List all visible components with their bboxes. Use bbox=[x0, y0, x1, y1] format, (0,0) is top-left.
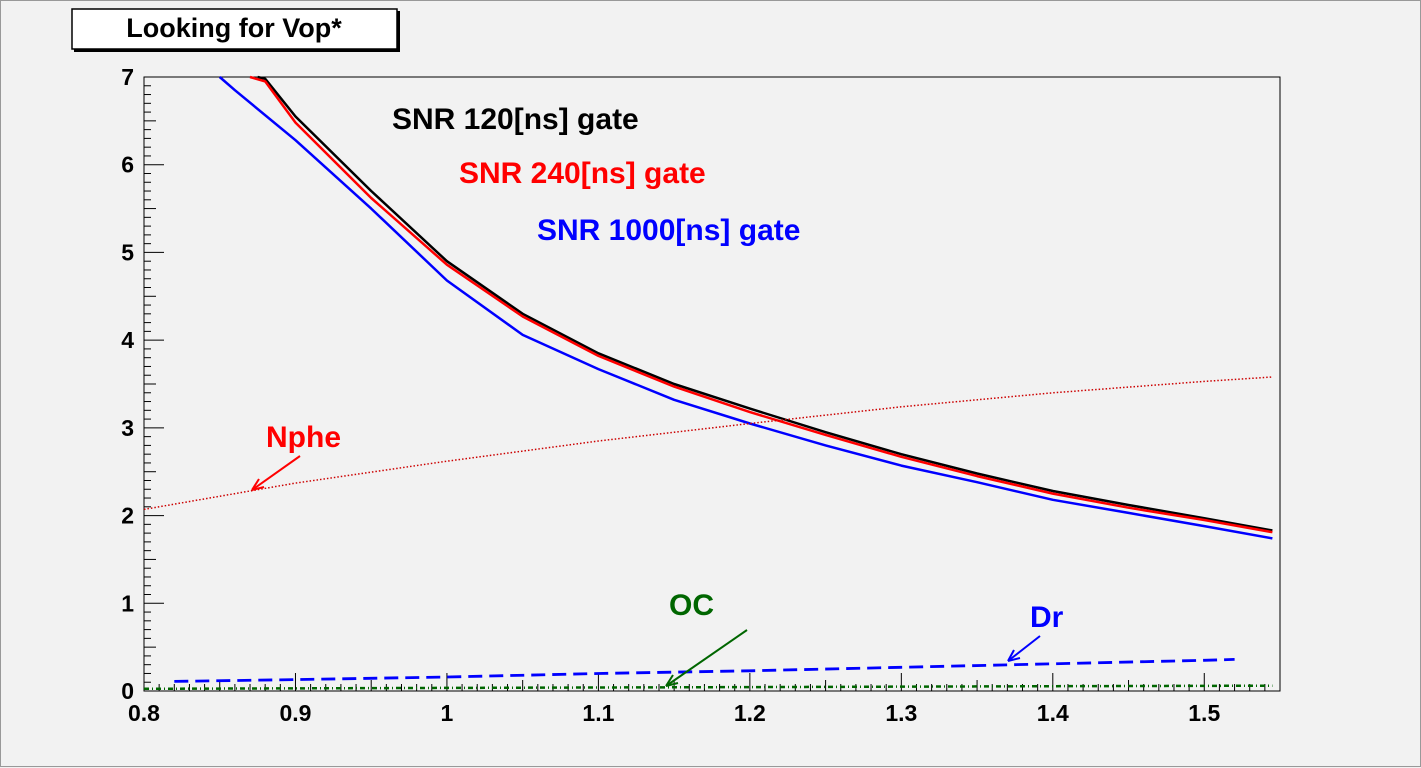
arrowhead-dr bbox=[1007, 649, 1021, 662]
series-snr-1000-ns-gate bbox=[218, 76, 1273, 540]
label-snr-1000: SNR 1000[ns] gate bbox=[537, 214, 800, 247]
y-tick-label: 0 bbox=[121, 678, 134, 704]
label-oc: OC bbox=[669, 589, 714, 622]
title-box: Looking for Vop* bbox=[71, 8, 400, 52]
label-nphe: Nphe bbox=[266, 421, 341, 454]
arrowhead-nphe bbox=[251, 478, 265, 491]
chart-title: Looking for Vop* bbox=[126, 13, 342, 43]
x-tick-label: 1.5 bbox=[1188, 700, 1220, 726]
y-tick-label: 7 bbox=[121, 64, 134, 90]
y-tick-label: 2 bbox=[121, 503, 134, 529]
y-tick-label: 3 bbox=[121, 415, 134, 441]
x-tick-label: 1 bbox=[441, 700, 454, 726]
axes: 0.8 0.9 1 1.1 1.2 1.3 1.4 1.5 0 1 2 3 4 5 6 7 bbox=[121, 64, 1281, 726]
x-tick-label: 1.3 bbox=[885, 700, 917, 726]
series-layer bbox=[143, 75, 1273, 691]
y-tick-label: 5 bbox=[121, 239, 134, 265]
series-snr-240-ns-gate bbox=[249, 75, 1273, 534]
x-tick-label: 1.4 bbox=[1037, 700, 1069, 726]
arrow-dr bbox=[1007, 635, 1041, 662]
x-tick-label: 1.1 bbox=[582, 700, 614, 726]
label-dr: Dr bbox=[1030, 601, 1064, 634]
x-tick-label: 1.2 bbox=[734, 700, 766, 726]
x-tick-label: 0.9 bbox=[279, 700, 311, 726]
arrow-oc bbox=[665, 629, 748, 687]
y-tick-label: 6 bbox=[121, 152, 134, 178]
label-snr-240: SNR 240[ns] gate bbox=[459, 157, 706, 190]
series-snr-120-ns-gate bbox=[257, 75, 1273, 532]
y-tick-label: 4 bbox=[121, 327, 134, 353]
x-tick-label: 0.8 bbox=[128, 700, 160, 726]
arrow-nphe bbox=[251, 455, 301, 491]
series-dr bbox=[174, 658, 1235, 683]
arrowhead-oc bbox=[665, 674, 679, 687]
y-tick-label: 1 bbox=[121, 590, 134, 616]
label-snr-120: SNR 120[ns] gate bbox=[392, 103, 639, 136]
